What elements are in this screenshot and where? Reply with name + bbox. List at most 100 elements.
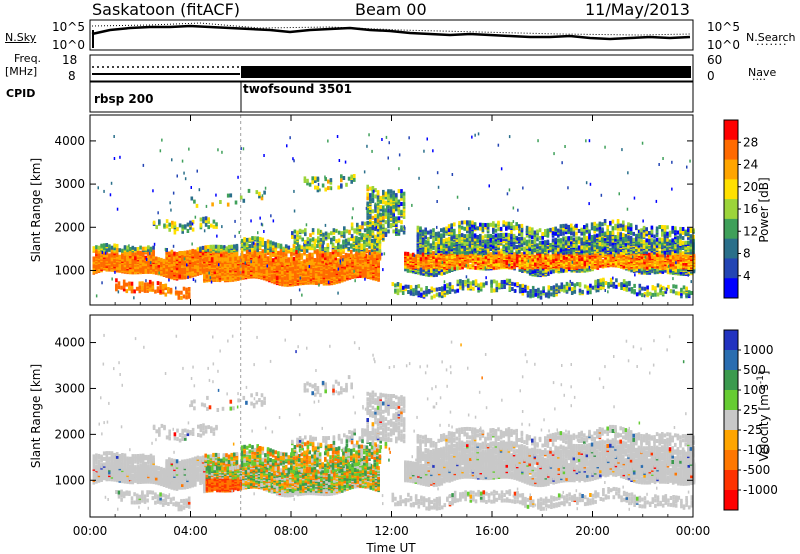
echo-cell: [476, 238, 479, 243]
echo-cell: [188, 249, 192, 254]
echo-cell: [305, 254, 309, 258]
echo-cell: [301, 229, 304, 234]
echo-cell: [281, 282, 284, 287]
echo-cell: [258, 251, 262, 256]
echo-cell: [128, 258, 132, 263]
echo-cell: [361, 221, 364, 226]
echo-cell: [484, 234, 487, 239]
echo-cell: [279, 248, 283, 253]
echo-cell: [162, 258, 166, 263]
echo-cell: [572, 237, 576, 242]
echo-cell: [421, 252, 425, 257]
echo-cell: [196, 247, 200, 252]
echo-cell: [419, 267, 423, 272]
echo-cell: [397, 189, 401, 194]
echo-cell: [580, 245, 583, 250]
echo-cell: [603, 231, 607, 236]
echo-cell: [382, 223, 385, 228]
echo-cell: [201, 245, 205, 250]
echo-cell: [640, 238, 643, 243]
echo-cell: [622, 233, 625, 237]
echo-cell: [335, 239, 338, 244]
echo-cell: [450, 266, 454, 271]
echo-cell: [674, 268, 678, 273]
echo-cell: [580, 257, 584, 262]
echo-cell: [624, 233, 628, 238]
echo-cell: [371, 186, 375, 190]
echo-cell: [271, 241, 275, 246]
echo-cell: [360, 252, 363, 257]
echo-cell: [497, 251, 501, 256]
echo-cell: [463, 234, 466, 239]
echo-cell: [123, 255, 127, 260]
echo-cell: [251, 236, 254, 241]
freq-label: Freq.: [14, 52, 42, 65]
echo-cell: [245, 237, 249, 242]
echo-cell: [614, 235, 617, 239]
echo-cell: [502, 244, 505, 249]
echo-cell: [369, 193, 372, 198]
echo-cell: [123, 245, 127, 250]
echo-cell: [199, 246, 202, 251]
echo-cell: [126, 262, 129, 267]
echo-cell: [376, 214, 380, 219]
echo-cell: [92, 246, 96, 251]
echo-cell: [316, 244, 319, 248]
echo-cell: [447, 236, 451, 241]
echo-cell: [455, 234, 459, 239]
echo-cell: [330, 231, 333, 236]
echo-cell: [170, 249, 174, 254]
echo-cell: [316, 256, 319, 261]
echo-cell: [188, 267, 192, 272]
echo-cell: [637, 237, 641, 242]
echo-cell: [281, 261, 284, 266]
echo-cell: [371, 221, 375, 225]
echo-cell: [282, 257, 285, 262]
echo-cell: [178, 251, 181, 255]
echo-cell: [402, 202, 406, 206]
echo-cell: [365, 237, 369, 242]
echo-cell: [468, 232, 472, 237]
echo-cell: [361, 225, 364, 230]
echo-cell: [363, 239, 366, 244]
echo-cell: [170, 257, 174, 262]
echo-cell: [300, 253, 304, 258]
echo-cell: [304, 239, 307, 244]
echo-cell: [329, 252, 332, 256]
echo-cell: [369, 231, 372, 236]
echo-cell: [583, 246, 586, 251]
echo-cell: [270, 272, 274, 277]
echo-cell: [157, 257, 161, 262]
echo-cell: [118, 254, 122, 259]
echo-cell: [102, 243, 106, 248]
echo-cell: [126, 245, 129, 250]
echo-cell: [196, 271, 200, 276]
echo-cell: [208, 257, 211, 262]
echo-cell: [306, 237, 310, 242]
echo-cell: [257, 259, 261, 264]
echo-cell: [165, 253, 168, 258]
echo-cell: [299, 260, 302, 265]
echo-cell: [317, 277, 321, 282]
cpid-segment-2: twofsound 3501: [243, 82, 352, 96]
echo-cell: [181, 270, 184, 275]
echo-cell: [264, 254, 267, 258]
echo-cell: [291, 235, 294, 239]
echo-cell: [141, 246, 145, 251]
echo-cell: [183, 254, 187, 259]
echo-cell: [304, 228, 307, 233]
echo-cell: [239, 273, 243, 278]
echo-cell: [311, 237, 315, 242]
echo-cell: [489, 252, 493, 257]
echo-cell: [499, 238, 503, 243]
echo-cell: [287, 257, 291, 262]
echo-cell: [494, 233, 498, 238]
echo-cell: [489, 234, 492, 238]
echo-cell: [507, 233, 511, 237]
echo-cell: [518, 236, 521, 241]
echo-cell: [309, 233, 312, 238]
echo-cell: [492, 240, 495, 245]
echo-cell: [95, 245, 98, 250]
echo-cell: [624, 237, 628, 242]
echo-cell: [225, 255, 228, 260]
